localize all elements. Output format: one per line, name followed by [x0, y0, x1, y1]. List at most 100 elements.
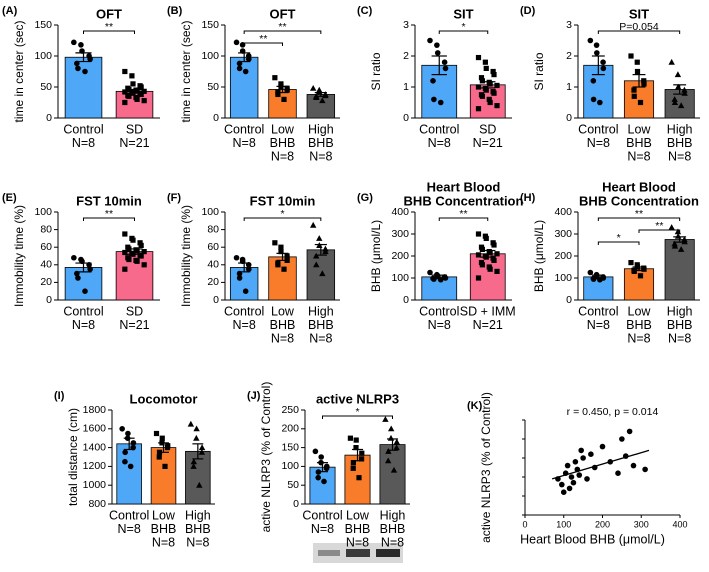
data-point	[82, 288, 88, 295]
x-tick-label: Control	[63, 304, 103, 318]
x-tick-label: Low	[271, 304, 295, 318]
y-tick-label: 80	[40, 223, 52, 235]
y-tick-label: 150	[201, 19, 219, 31]
chart-title: Heart Blood	[427, 179, 501, 194]
data-point	[442, 275, 449, 281]
significance-label: *	[280, 208, 284, 220]
western-blot	[313, 543, 403, 563]
data-point	[353, 437, 359, 443]
y-axis-label: Immobility time (%)	[12, 205, 26, 307]
x-tick-label: N=21	[119, 318, 149, 332]
data-point	[628, 53, 634, 59]
data-point	[631, 268, 637, 274]
bar	[116, 443, 142, 505]
error-bar	[351, 448, 364, 462]
data-point	[385, 448, 392, 454]
bar	[268, 89, 297, 119]
x-tick-label: BHB	[667, 136, 693, 150]
data-point	[494, 103, 500, 109]
y-tick-label: 100	[391, 272, 409, 284]
data-point	[494, 82, 500, 89]
significance-label: P=0.054	[619, 21, 659, 33]
x-tick-label: High	[308, 304, 334, 318]
chart-title: SIT	[453, 6, 473, 21]
data-point	[388, 425, 395, 432]
data-point	[164, 445, 171, 451]
chart-title: BHB Concentration	[579, 193, 699, 208]
data-point	[487, 81, 493, 87]
data-point	[122, 231, 128, 237]
data-point	[634, 68, 641, 75]
data-point	[570, 479, 577, 486]
data-point	[382, 416, 389, 422]
data-point	[278, 249, 284, 255]
y-axis-label: total distance (cm)	[66, 408, 80, 506]
x-tick-label: Low	[346, 508, 370, 522]
blot-band	[376, 549, 400, 557]
x-tick-label: BHB	[308, 136, 334, 150]
data-point	[316, 235, 323, 241]
x-tick-label: BHB	[185, 522, 211, 536]
data-point	[281, 96, 287, 102]
y-tick-label: 3	[403, 19, 409, 31]
data-point	[483, 65, 489, 71]
data-point	[318, 454, 325, 460]
y-tick-label: 20	[207, 276, 219, 288]
data-point	[319, 270, 326, 277]
y-tick-label: 1200	[83, 460, 107, 472]
x-tick-label: Control	[63, 122, 103, 136]
x-tick-label: N=8	[72, 318, 95, 332]
y-tick-label: 200	[391, 250, 409, 262]
data-point	[138, 242, 144, 249]
data-point	[559, 481, 565, 488]
x-tick-label: 100	[556, 519, 571, 529]
error-bar	[276, 252, 289, 261]
data-point	[599, 443, 606, 450]
error-bar	[276, 85, 289, 94]
significance-label: **	[105, 208, 113, 220]
data-point	[350, 460, 356, 466]
data-point	[71, 39, 77, 46]
y-axis-label: time in center (sec)	[179, 20, 193, 122]
significance-bracket	[638, 229, 681, 233]
data-point	[572, 459, 579, 465]
data-point	[487, 250, 493, 256]
data-point	[494, 251, 500, 257]
data-point	[310, 84, 317, 91]
data-point	[126, 256, 132, 263]
y-axis-label: Immobility time (%)	[179, 205, 193, 307]
y-axis-label: SI ratio	[532, 52, 546, 90]
error-bar	[673, 236, 687, 243]
data-point	[441, 59, 448, 65]
y-tick-label: 100	[201, 50, 219, 62]
data-point	[242, 68, 249, 75]
data-point	[75, 275, 81, 281]
data-point	[350, 465, 356, 471]
data-point	[162, 463, 168, 469]
data-point	[566, 485, 573, 492]
data-point	[141, 88, 147, 94]
panel-label: (K)	[467, 400, 483, 412]
significance-bracket	[243, 30, 322, 34]
data-point	[122, 89, 128, 95]
x-tick-label: N=8	[428, 136, 451, 150]
y-tick-label: 150	[34, 19, 52, 31]
x-tick-label: N=8	[271, 331, 294, 345]
data-point	[122, 266, 128, 272]
y-axis-label: time in center (sec)	[12, 20, 26, 122]
trendline	[551, 449, 650, 480]
x-tick-label: 0	[522, 519, 527, 529]
y-tick-label: 0	[566, 112, 572, 124]
chart-panel: (J) active NLRP3 active NLRP3 (% of Contro…	[247, 382, 410, 549]
data-point	[588, 451, 594, 458]
y-tick-label: 40	[207, 259, 219, 271]
data-point	[246, 56, 252, 62]
x-tick-label: High	[667, 122, 693, 136]
data-point	[278, 244, 284, 250]
significance-label: **	[655, 220, 663, 232]
data-point	[671, 242, 679, 249]
chart-title: Locomotor	[130, 391, 198, 406]
data-point	[138, 91, 144, 98]
data-point	[198, 449, 206, 455]
chart-title: OFT	[270, 6, 296, 21]
